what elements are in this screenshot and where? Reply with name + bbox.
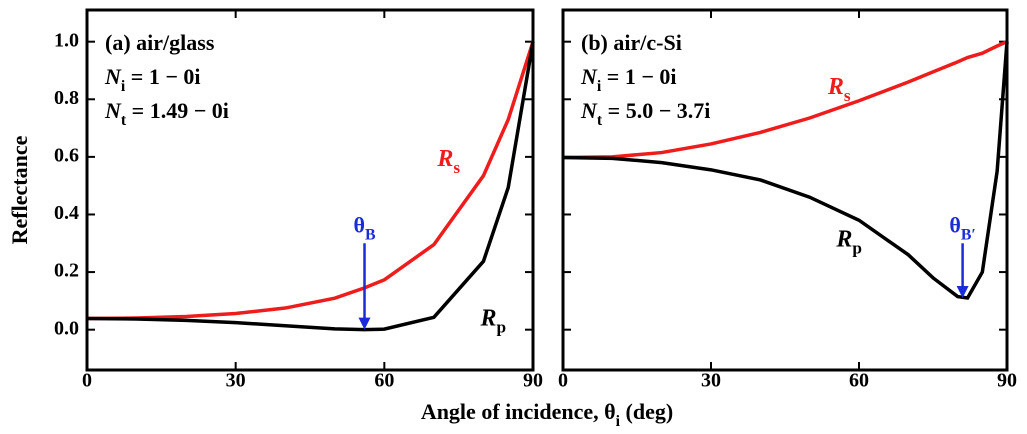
x-tick-label: 60 <box>849 370 869 392</box>
text-part: R <box>436 145 453 171</box>
text-part: (deg) <box>620 399 673 424</box>
annotation: Nt = 1.49 − 0i <box>104 98 229 129</box>
text-part: s <box>453 158 460 177</box>
marker-label: θB′ <box>949 212 976 243</box>
x-tick-label: 60 <box>374 370 394 392</box>
series-label: Rs <box>436 145 460 177</box>
text-part: i <box>597 78 602 95</box>
x-tick-label: 90 <box>523 370 543 392</box>
x-tick-label: 0 <box>558 370 568 392</box>
text-part: R <box>827 73 844 99</box>
text-part: B <box>365 226 376 243</box>
x-tick-label: 30 <box>701 370 721 392</box>
curve <box>562 40 1008 160</box>
y-tick-label: 0.8 <box>54 87 79 109</box>
text-part: (a) air/glass <box>105 30 215 55</box>
text-part: = 1.49 − 0i <box>126 98 229 123</box>
series-label: Rp <box>835 226 862 258</box>
text-part: t <box>597 112 603 129</box>
text-part: s <box>844 86 851 105</box>
text-part: i <box>616 413 621 430</box>
text-part: N <box>580 64 598 89</box>
text-part: R <box>835 226 852 252</box>
series-label: Rs <box>827 73 851 105</box>
x-tick-label: 30 <box>226 370 246 392</box>
text-part: N <box>104 64 122 89</box>
text-part: B′ <box>961 226 976 243</box>
plot-frame <box>561 8 1009 372</box>
text-part: = 1 − 0i <box>125 64 200 89</box>
text-part: θ <box>949 212 960 237</box>
text-part: = 1 − 0i <box>601 64 676 89</box>
text-part: = 5.0 − 3.7i <box>602 98 710 123</box>
y-tick-label: 0.0 <box>54 317 79 339</box>
y-tick-label: 0.6 <box>54 144 79 166</box>
annotation: Nt = 5.0 − 3.7i <box>580 98 710 129</box>
y-tick-label: 1.0 <box>54 29 79 51</box>
x-axis-label: Angle of incidence, θi (deg) <box>421 399 673 430</box>
annotation: Ni = 1 − 0i <box>104 64 200 95</box>
text-part: θ <box>353 212 364 237</box>
text-part: Angle of incidence, θ <box>421 399 616 424</box>
arrow-head <box>956 286 969 298</box>
text-part: p <box>852 239 862 258</box>
annotation: (b) air/c-Si <box>581 30 682 55</box>
text-part: t <box>121 112 127 129</box>
x-tick-label: 90 <box>997 370 1017 392</box>
text-part: R <box>480 305 497 331</box>
y-axis-label: Reflectance <box>7 135 32 244</box>
y-tick-label: 0.2 <box>54 260 79 282</box>
arrow-head <box>358 317 371 330</box>
text-part: p <box>497 318 507 337</box>
curve <box>86 41 535 332</box>
y-tick-label: 0.4 <box>54 202 79 224</box>
annotation: (a) air/glass <box>105 30 215 55</box>
annotation: Ni = 1 − 0i <box>580 64 676 95</box>
x-tick-label: 0 <box>82 370 92 392</box>
text-part: N <box>104 98 122 123</box>
curve <box>562 41 1009 300</box>
marker-label: θB <box>353 212 375 243</box>
plot-frame <box>85 8 535 372</box>
series-label: Rp <box>480 305 507 337</box>
text-part: i <box>121 78 126 95</box>
text-part: N <box>580 98 598 123</box>
curve <box>86 41 535 321</box>
text-part: (b) air/c-Si <box>581 30 682 55</box>
